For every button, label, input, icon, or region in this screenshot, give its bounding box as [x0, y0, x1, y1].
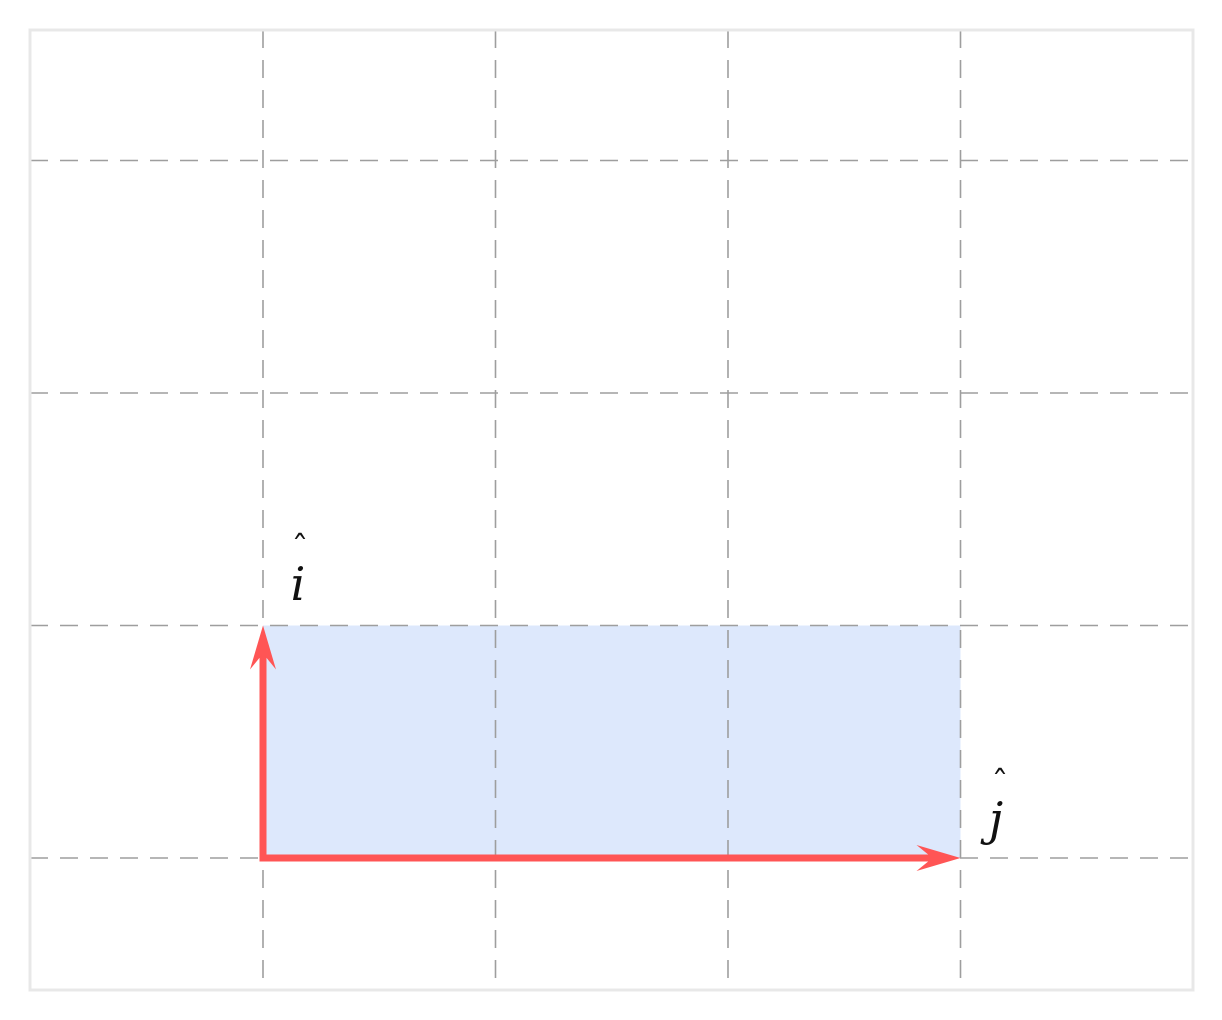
i-hat-label: i: [291, 557, 306, 611]
plot-frame: [28, 28, 1195, 992]
vector-labels: ˆ i ˆ j: [291, 529, 1009, 846]
vector-j-arrowhead: [916, 845, 961, 871]
j-hat-label: j: [980, 792, 1003, 846]
i-hat-accent: ˆ: [292, 529, 309, 569]
vector-group: [250, 625, 961, 871]
j-hat-accent: ˆ: [992, 764, 1009, 804]
vector-i-arrowhead: [250, 625, 276, 670]
spanned-region: [263, 625, 961, 858]
origin-joint: [259, 854, 267, 862]
